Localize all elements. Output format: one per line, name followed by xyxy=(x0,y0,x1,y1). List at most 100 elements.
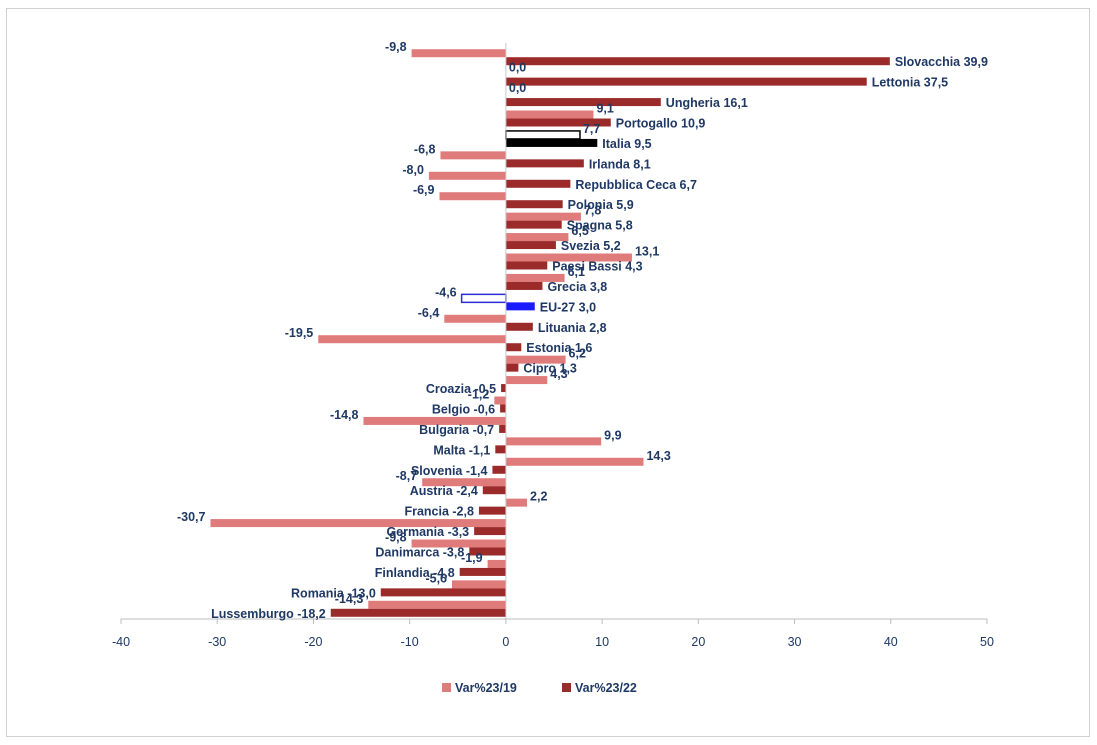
value-label-var23-19-lettonia: 0,0 xyxy=(509,61,526,75)
category-label-lussemburgo: Lussemburgo -18,2 xyxy=(211,607,326,621)
category-label-polonia: Polonia 5,9 xyxy=(568,198,634,212)
value-label-var23-19-bulgaria: -14,8 xyxy=(330,408,359,422)
x-tick-label: 50 xyxy=(980,635,994,649)
value-label-var23-19-slovenia: 14,3 xyxy=(646,449,670,463)
value-label-var23-19-spagna: 7,8 xyxy=(584,204,601,218)
value-label-var23-19-croazia: 4,3 xyxy=(550,367,567,381)
bar-var23-19-cipro xyxy=(505,355,566,364)
bar-var23-22-eu-27 xyxy=(505,302,535,311)
category-label-italia: Italia 9,5 xyxy=(602,137,651,151)
axes-group: -40 -30 -20 -10 0 10 20 30 40 50 xyxy=(112,43,994,649)
value-label-var23-19-cipro: 6,2 xyxy=(569,347,586,361)
value-label-var23-19-slovacchia: -9,8 xyxy=(385,40,407,54)
value-label-var23-19-lussemburgo: -14,3 xyxy=(335,592,364,606)
bar-var23-19-romania xyxy=(452,580,506,589)
category-label-slovacchia: Slovacchia 39,9 xyxy=(895,55,988,69)
x-tick-label: -40 xyxy=(112,635,130,649)
category-label-romania: Romania -13,0 xyxy=(291,586,376,600)
bar-var23-22-lituania xyxy=(505,322,533,331)
category-label-francia: Francia -2,8 xyxy=(404,505,474,519)
bar-var23-19-eu-27 xyxy=(460,293,507,304)
value-label-var23-19-belgio: -1,2 xyxy=(468,388,490,402)
bar-var23-19-belgio xyxy=(494,396,506,405)
value-label-var23-19-italia: 7,7 xyxy=(583,122,600,136)
bar-var23-22-svezia xyxy=(505,241,556,250)
value-label-var23-19-irlanda: -6,8 xyxy=(414,142,436,156)
value-label-var23-19-estonia: -19,5 xyxy=(285,326,314,340)
bar-var23-22-belgio xyxy=(500,404,506,413)
bar-var23-19-spagna xyxy=(505,212,581,221)
category-label-svezia: Svezia 5,2 xyxy=(561,239,621,253)
bar-var23-22-bulgaria xyxy=(499,424,506,433)
bar-var23-19-austria xyxy=(422,478,506,487)
category-label-finlandia: Finlandia -4,8 xyxy=(375,566,455,580)
bar-var23-22-francia xyxy=(478,506,506,515)
bar-var23-19-italia xyxy=(505,130,581,140)
bar-var23-19-finlandia xyxy=(487,559,506,568)
bar-var23-19-portogallo xyxy=(505,110,594,119)
category-label-eu-27: EU-27 3,0 xyxy=(540,300,596,314)
bar-var23-19-germania xyxy=(210,519,506,528)
bar-var23-19-lussemburgo xyxy=(368,600,506,609)
value-label-var23-19-polonia: -6,9 xyxy=(413,183,435,197)
category-label-ungheria: Ungheria 16,1 xyxy=(666,96,748,110)
value-label-var23-19-portogallo: 9,1 xyxy=(596,102,613,116)
legend-label-var23-19: Var%23/19 xyxy=(455,681,517,695)
category-label-repubblica-ceca: Repubblica Ceca 6,7 xyxy=(575,178,697,192)
category-label-irlanda: Irlanda 8,1 xyxy=(589,157,651,171)
bar-var23-22-polonia xyxy=(505,200,563,209)
value-label-var23-19-eu-27: -4,6 xyxy=(435,285,457,299)
bar-var23-22-repubblica-ceca xyxy=(505,179,571,188)
value-label-var23-19-germania: -30,7 xyxy=(177,510,206,524)
category-label-germania: Germania -3,3 xyxy=(386,525,469,539)
bar-var23-19-bulgaria xyxy=(363,416,506,425)
x-tick-label: 0 xyxy=(502,635,509,649)
bar-var23-22-croazia xyxy=(501,384,506,393)
x-tick-label: -20 xyxy=(304,635,322,649)
category-label-spagna: Spagna 5,8 xyxy=(567,219,633,233)
value-label-var23-19-grecia: 6,1 xyxy=(568,265,585,279)
bar-var23-19-svezia xyxy=(505,233,569,242)
x-tick-label: -30 xyxy=(208,635,226,649)
value-label-var23-19-danimarca: -9,8 xyxy=(385,531,407,545)
bar-var23-22-paesi-bassi xyxy=(505,261,548,270)
x-tick-label: 40 xyxy=(884,635,898,649)
bar-var23-19-malta xyxy=(505,437,602,446)
category-label-grecia: Grecia 3,8 xyxy=(547,280,607,294)
category-label-danimarca: Danimarca -3,8 xyxy=(375,546,464,560)
x-tick-label: 30 xyxy=(788,635,802,649)
bar-var23-22-malta xyxy=(495,445,506,454)
bar-var23-22-finlandia xyxy=(459,567,506,576)
value-label-var23-19-repubblica-ceca: -8,0 xyxy=(402,163,424,177)
bar-var23-22-germania xyxy=(474,527,506,536)
category-label-malta: Malta -1,1 xyxy=(433,443,490,457)
category-label-paesi-bassi: Paesi Bassi 4,3 xyxy=(552,260,642,274)
legend: Var%23/19 Var%23/22 xyxy=(442,681,637,695)
x-tick-label: 10 xyxy=(595,635,609,649)
bar-var23-19-grecia xyxy=(505,273,565,282)
value-label-var23-19-svezia: 6,5 xyxy=(571,224,588,238)
category-label-lituania: Lituania 2,8 xyxy=(538,321,607,335)
value-label-var23-19-malta: 9,9 xyxy=(604,428,621,442)
category-label-bulgaria: Bulgaria -0,7 xyxy=(419,423,494,437)
bar-var23-19-irlanda xyxy=(440,151,506,160)
bar-var23-22-danimarca xyxy=(469,547,506,556)
bar-var23-22-ungheria xyxy=(505,98,661,107)
category-label-croazia: Croazia -0,5 xyxy=(426,382,496,396)
bar-var23-22-lussemburgo xyxy=(330,608,506,617)
bar-var23-22-romania xyxy=(380,588,506,597)
bar-var23-22-estonia xyxy=(505,343,522,352)
bar-var23-22-cipro xyxy=(505,363,519,372)
bar-var23-19-polonia xyxy=(439,192,506,201)
bar-var23-19-paesi-bassi xyxy=(505,253,632,262)
bar-var23-22-lettonia xyxy=(505,77,867,86)
bar-var23-19-repubblica-ceca xyxy=(428,171,506,180)
category-label-cipro: Cipro 1,3 xyxy=(523,362,577,376)
value-label-var23-19-austria: -8,7 xyxy=(396,469,418,483)
bar-var23-22-irlanda xyxy=(505,159,584,168)
value-label-var23-19-francia: 2,2 xyxy=(530,490,547,504)
bar-var23-19-lituania xyxy=(444,314,506,323)
category-label-estonia: Estonia 1,6 xyxy=(526,341,592,355)
bar-var23-19-slovacchia xyxy=(411,49,506,58)
bar-var23-22-grecia xyxy=(505,281,543,290)
